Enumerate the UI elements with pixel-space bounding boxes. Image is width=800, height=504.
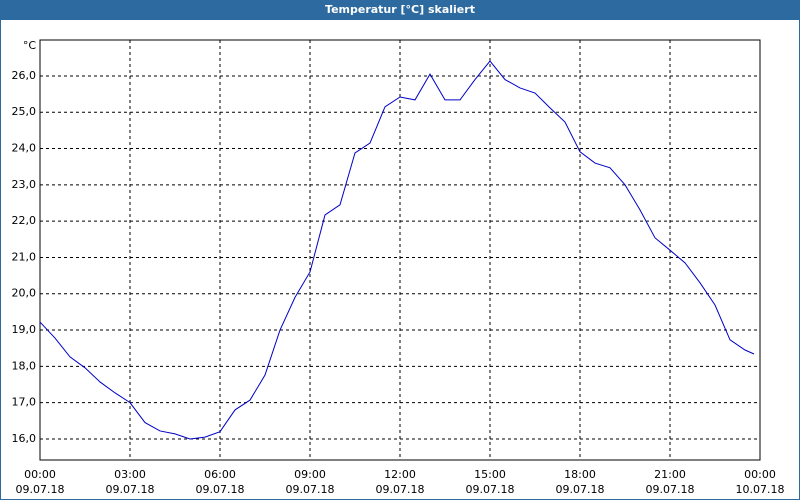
x-tick-label: 15:00 [474, 468, 506, 481]
x-tick-date: 09.07.18 [16, 483, 65, 496]
x-tick-date: 09.07.18 [376, 483, 425, 496]
chart-title: Temperatur [°C] skaliert [325, 3, 475, 16]
x-tick-date: 09.07.18 [466, 483, 515, 496]
line-series [39, 60, 755, 440]
x-tick-date: 09.07.18 [286, 483, 335, 496]
y-tick-label: 17,0 [12, 396, 37, 409]
x-tick-label: 00:00 [744, 468, 776, 481]
y-tick-label: 18,0 [12, 359, 37, 372]
y-tick-label: 20,0 [12, 287, 37, 300]
x-tick-date: 09.07.18 [196, 483, 245, 496]
y-tick-label: 16,0 [12, 432, 37, 445]
title-bar [0, 0, 800, 20]
y-tick-label: 19,0 [12, 323, 37, 336]
x-tick-date: 09.07.18 [646, 483, 695, 496]
y-tick-label: 21,0 [12, 250, 37, 263]
x-tick-date: 10.07.18 [736, 483, 785, 496]
x-tick-label: 09:00 [294, 468, 326, 481]
x-tick-label: 03:00 [114, 468, 146, 481]
y-tick-label: 23,0 [12, 178, 37, 191]
x-tick-date: 09.07.18 [556, 483, 605, 496]
y-unit: °C [23, 39, 37, 52]
y-tick-label: 25,0 [12, 105, 37, 118]
y-tick-label: 24,0 [12, 142, 37, 155]
x-tick-label: 06:00 [204, 468, 236, 481]
x-tick-label: 12:00 [384, 468, 416, 481]
x-tick-date: 09.07.18 [106, 483, 155, 496]
x-tick-label: 00:00 [24, 468, 56, 481]
x-tick-label: 18:00 [564, 468, 596, 481]
x-tick-label: 21:00 [654, 468, 686, 481]
y-tick-label: 26,0 [12, 69, 37, 82]
y-tick-label: 22,0 [12, 214, 37, 227]
